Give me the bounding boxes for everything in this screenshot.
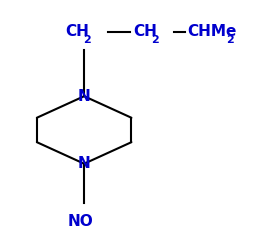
Text: 2: 2 <box>226 35 234 45</box>
Text: 2: 2 <box>151 35 158 45</box>
Text: CH: CH <box>133 24 157 39</box>
Text: N: N <box>78 156 91 171</box>
Text: CH: CH <box>66 24 90 39</box>
Text: NO: NO <box>68 214 94 229</box>
Text: 2: 2 <box>83 35 91 45</box>
Text: CHMe: CHMe <box>187 24 236 39</box>
Text: N: N <box>78 89 91 104</box>
